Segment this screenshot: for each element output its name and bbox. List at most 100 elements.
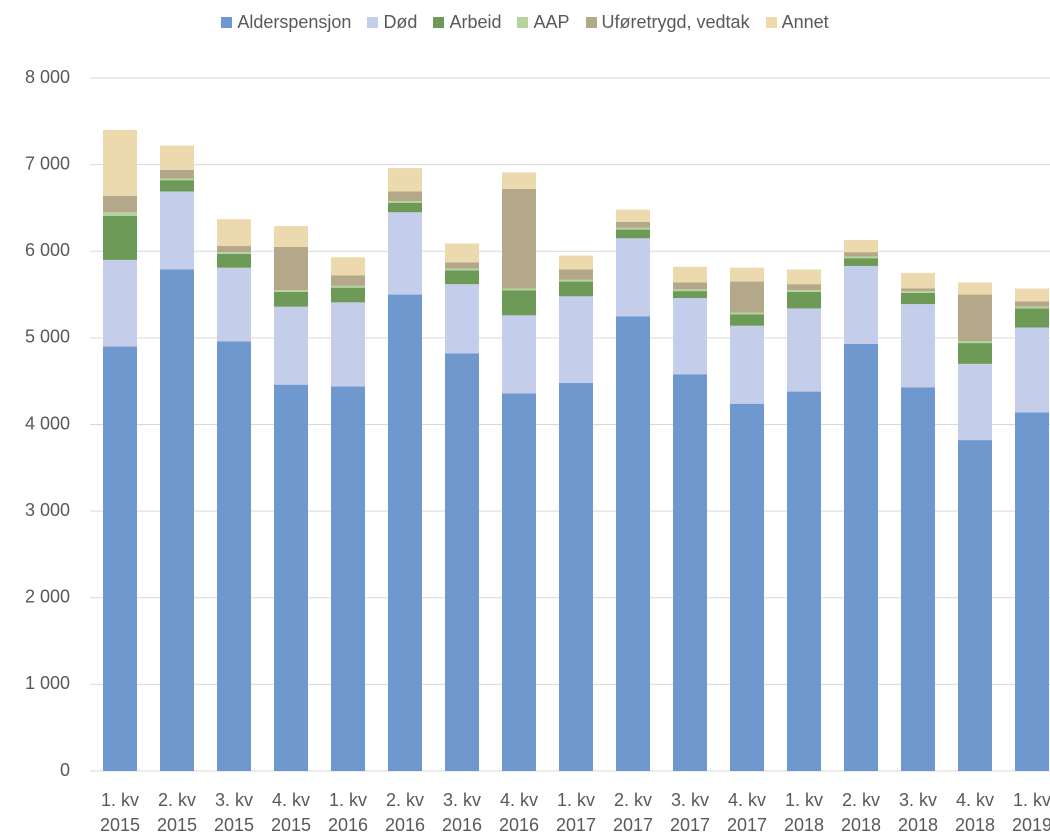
bar-segment xyxy=(331,302,365,387)
bar-segment xyxy=(616,221,650,228)
bar-segment xyxy=(445,262,479,269)
bar-segment xyxy=(844,343,878,771)
y-tick-label: 5 000 xyxy=(25,327,70,347)
bar-segment xyxy=(673,291,707,299)
x-tick-label: 2. kv 2018 xyxy=(840,790,882,835)
bar-segment xyxy=(787,391,821,771)
legend-swatch xyxy=(367,17,379,28)
bar-segment xyxy=(901,288,935,292)
bar-segment xyxy=(787,308,821,392)
bar-segment xyxy=(958,341,992,344)
bar-segment xyxy=(730,403,764,771)
bar-segment xyxy=(730,314,764,326)
bar-segment xyxy=(958,343,992,364)
bar-segment xyxy=(217,253,251,268)
bar-segment xyxy=(901,304,935,388)
bar-segment xyxy=(616,229,650,239)
bar-segment xyxy=(616,209,650,222)
bar-segment xyxy=(274,290,308,292)
legend-swatch xyxy=(585,17,597,28)
legend-label: Død xyxy=(383,12,418,32)
bar-segment xyxy=(217,219,251,247)
x-tick-label: 3. kv 2018 xyxy=(897,790,939,835)
bar-segment xyxy=(388,202,422,213)
bar-segment xyxy=(445,270,479,285)
bar-segment xyxy=(274,306,308,385)
x-tick-label: 2. kv 2017 xyxy=(612,790,654,835)
y-tick-label: 8 000 xyxy=(25,67,70,87)
bar-segment xyxy=(502,315,536,394)
bar-segment xyxy=(502,288,536,291)
x-tick-label: 4. kv 2017 xyxy=(726,790,768,835)
bar-segment xyxy=(1015,288,1049,302)
legend-item: Arbeid xyxy=(433,12,501,33)
bar-segment xyxy=(844,265,878,344)
bar-segment xyxy=(445,353,479,771)
x-tick-label: 2. kv 2015 xyxy=(156,790,198,835)
legend-item: Død xyxy=(367,12,417,33)
bar-segment xyxy=(730,312,764,315)
bar-segment xyxy=(901,291,935,293)
y-tick-label: 7 000 xyxy=(25,153,70,173)
bar-segment xyxy=(103,195,137,213)
bar-segment xyxy=(388,294,422,771)
bar-segment xyxy=(673,289,707,292)
bar-segment xyxy=(730,281,764,313)
x-tick-label: 3. kv 2016 xyxy=(441,790,483,835)
legend-label: Annet xyxy=(781,12,829,32)
bar-segment xyxy=(787,290,821,292)
bar-segment xyxy=(787,269,821,285)
bar-segment xyxy=(274,291,308,307)
bar-segment xyxy=(616,238,650,317)
bar-segment xyxy=(559,281,593,297)
bar-segment xyxy=(331,287,365,303)
x-tick-label: 1. kv 2015 xyxy=(99,790,141,835)
x-tick-label: 1. kv 2019 xyxy=(1011,790,1050,835)
legend-swatch xyxy=(765,17,777,28)
bar-segment xyxy=(1015,308,1049,328)
bar-segment xyxy=(331,386,365,771)
bar-segment xyxy=(502,290,536,316)
legend-item: Annet xyxy=(765,12,829,33)
bar-segment xyxy=(217,341,251,771)
bar-segment xyxy=(103,215,137,260)
legend-label: AAP xyxy=(533,12,570,32)
bar-segment xyxy=(958,282,992,295)
bar-segment xyxy=(958,363,992,441)
bar-segment xyxy=(559,269,593,280)
legend-item: Alderspensjon xyxy=(221,12,351,33)
bar-segment xyxy=(559,382,593,771)
x-tick-label: 1. kv 2016 xyxy=(327,790,369,835)
bar-segment xyxy=(958,440,992,771)
y-tick-label: 2 000 xyxy=(25,587,70,607)
bar-segment xyxy=(901,387,935,771)
x-tick-label: 3. kv 2015 xyxy=(213,790,255,835)
bar-segment xyxy=(559,279,593,282)
bar-segment xyxy=(730,267,764,282)
bar-segment xyxy=(103,259,137,347)
bar-segment xyxy=(274,226,308,247)
x-tick-label: 3. kv 2017 xyxy=(669,790,711,835)
bar-segment xyxy=(958,294,992,342)
bar-segment xyxy=(160,269,194,771)
bar-segment xyxy=(445,243,479,263)
legend-item: Uføretrygd, vedtak xyxy=(585,12,750,33)
bar-segment xyxy=(502,172,536,189)
y-tick-label: 0 xyxy=(60,760,70,780)
bar-segment xyxy=(673,282,707,290)
bar-segment xyxy=(502,393,536,771)
legend: Alderspensjon Død Arbeid AAP Uføretrygd, ved… xyxy=(0,12,1050,33)
bar-segment xyxy=(502,188,536,289)
x-tick-label: 4. kv 2015 xyxy=(270,790,312,835)
bar-segment xyxy=(844,252,878,257)
bar-segment xyxy=(559,296,593,383)
bar-segment xyxy=(673,266,707,283)
bar-segment xyxy=(331,285,365,288)
bar-segment xyxy=(388,201,422,203)
bar-segment xyxy=(388,168,422,192)
bar-segment xyxy=(160,191,194,270)
bar-segment xyxy=(787,284,821,291)
x-tick-label: 1. kv 2018 xyxy=(783,790,825,835)
legend-swatch xyxy=(433,17,445,28)
